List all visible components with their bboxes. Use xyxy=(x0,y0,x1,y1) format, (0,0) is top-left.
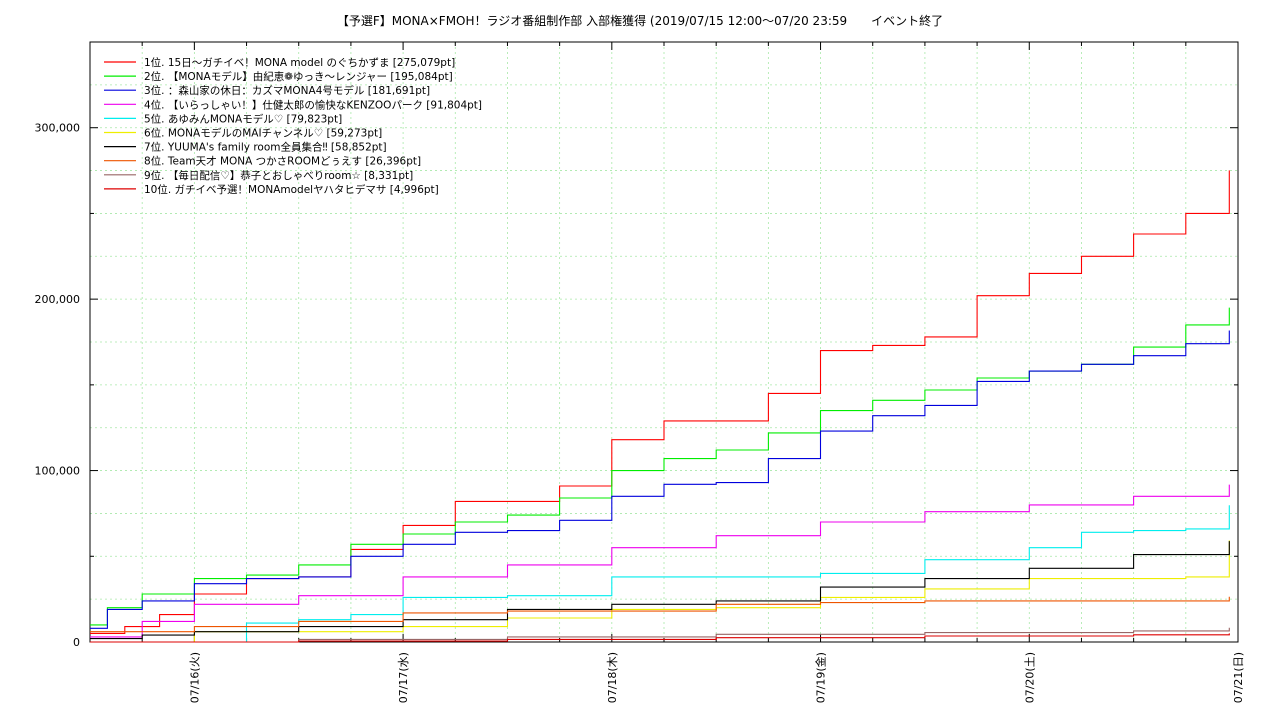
legend-label: 5位. あゆみんMONAモデル♡ [79,823pt] xyxy=(144,112,342,125)
x-tick-label: 07/19(金) xyxy=(814,652,828,703)
series-line-3 xyxy=(90,330,1230,629)
series-line-5 xyxy=(90,505,1230,643)
legend-label: 10位. ガチイベ予選！MONAmodelヤハタヒデマサ [4,996pt] xyxy=(144,183,439,196)
chart-title: 【予選F】MONA×FMOH！ラジオ番組制作部 入部権獲得 (2019/07/1… xyxy=(336,14,944,28)
series-line-1 xyxy=(90,170,1230,634)
y-tick-label: 300,000 xyxy=(35,122,81,135)
legend-label: 9位. 【毎日配信♡】恭子とおしゃべりroom☆ [8,331pt] xyxy=(144,169,413,182)
series-line-8 xyxy=(90,596,1230,633)
legend-label: 8位. Team天才 MONA つかさROOMどぅえす [26,396pt] xyxy=(144,155,421,168)
series-line-9 xyxy=(90,627,1230,643)
x-tick-label: 07/18(木) xyxy=(606,652,619,703)
series-line-10 xyxy=(90,633,1230,643)
legend-label: 7位. YUUMA's family room全員集合‼ [58,852pt] xyxy=(144,141,387,154)
x-tick-label: 07/16(火) xyxy=(188,652,201,703)
legend-label: 2位. 【MONAモデル】由紀恵❁ゆっき〜レンジャー [195,084pt] xyxy=(144,70,453,83)
legend-label: 4位. 【いらっしゃい！】仕健太郎の愉快なKENZOOパーク [91,804pt… xyxy=(144,98,482,111)
series-line-7 xyxy=(90,541,1230,640)
y-tick-label: 0 xyxy=(73,636,80,649)
x-tick-label: 07/20(土) xyxy=(1023,652,1036,703)
y-tick-label: 200,000 xyxy=(35,293,81,306)
legend-label: 6位. MONAモデルのMAIチャンネル♡ [59,273pt] xyxy=(144,127,382,140)
legend-label: 3位. ：森山家の休日：カズマMONA4号モデル [181,691pt] xyxy=(144,84,430,97)
x-tick-label: 07/17(水) xyxy=(397,652,410,703)
legend-label: 1位. 15日〜ガチイベ！MONA model のぐちかずま [275,079p… xyxy=(144,56,455,69)
y-tick-label: 100,000 xyxy=(35,465,81,478)
x-tick-label: 07/21(日) xyxy=(1232,652,1245,703)
series-line-4 xyxy=(90,484,1230,638)
